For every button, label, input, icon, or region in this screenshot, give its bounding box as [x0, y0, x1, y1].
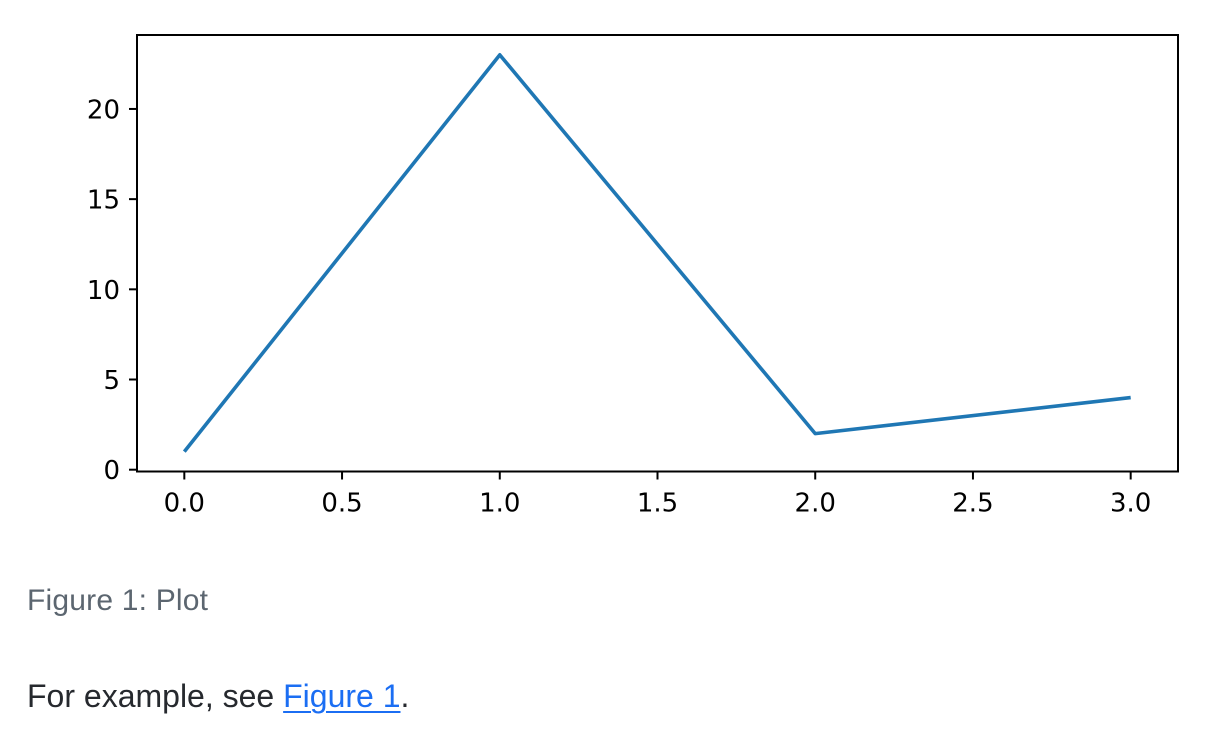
- figure-1-link[interactable]: Figure 1: [283, 678, 401, 714]
- x-tick-label: 1.5: [637, 489, 678, 519]
- document: 0.0 0.5 1.0 1.5 2.0 2.5 3.0 0 5 10 15 20 Figure 1: …: [27, 34, 1216, 715]
- x-tick-label: 3.0: [1110, 489, 1151, 519]
- x-tick-label: 2.5: [952, 489, 993, 519]
- axes-frame: [136, 34, 1179, 473]
- x-tick-label: 2.0: [795, 489, 836, 519]
- paragraph-suffix-text: .: [400, 678, 410, 714]
- line-chart: 0.0 0.5 1.0 1.5 2.0 2.5 3.0 0 5 10 15 20: [87, 34, 1179, 519]
- figure-caption: Figure 1: Plot: [27, 584, 209, 617]
- x-tick-label: 0.0: [164, 489, 205, 519]
- y-tick-label: 0: [103, 456, 120, 486]
- data-line: [182, 53, 1131, 453]
- y-tick-label: 10: [87, 276, 120, 306]
- x-tick-label: 0.5: [321, 489, 362, 519]
- body-paragraph: For example, see Figure 1.: [27, 677, 1216, 715]
- figure-1: 0.0 0.5 1.0 1.5 2.0 2.5 3.0 0 5 10 15 20 Figure 1: …: [27, 34, 1179, 617]
- y-tick-label: 20: [87, 95, 120, 125]
- y-tick-label: 5: [103, 366, 120, 396]
- paragraph-prefix-text: For example, see: [27, 678, 284, 714]
- x-tick-label: 1.0: [479, 489, 520, 519]
- y-tick-label: 15: [87, 186, 120, 216]
